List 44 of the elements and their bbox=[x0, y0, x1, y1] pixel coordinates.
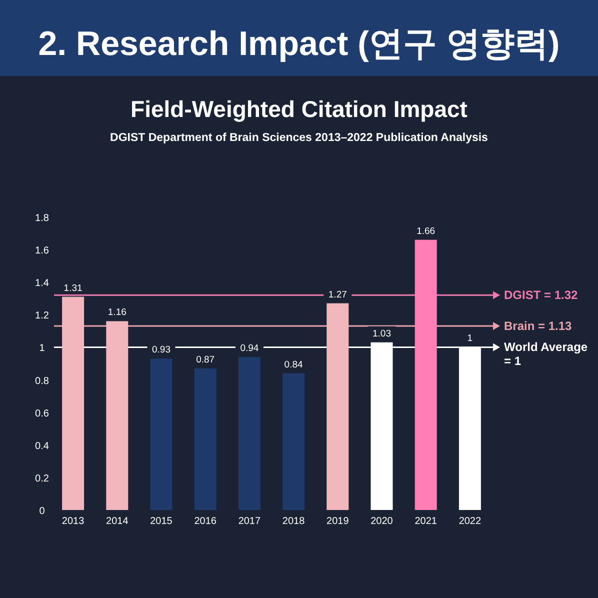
data-label: 1.03 bbox=[372, 328, 391, 340]
data-label: 1.27 bbox=[328, 289, 347, 300]
bar bbox=[282, 373, 305, 510]
text: DGIST Department of Brain Sciences 2013–2022 Publication Analysis bbox=[110, 132, 488, 144]
y-tick-label: 0.8 bbox=[35, 376, 50, 387]
y-tick-label: 0 bbox=[39, 506, 46, 517]
bar bbox=[326, 303, 349, 510]
bar bbox=[106, 321, 128, 510]
data-label: 1.16 bbox=[108, 307, 126, 318]
data-label: 0.84 bbox=[284, 359, 303, 370]
ref-line-label: World Average = 1 bbox=[504, 340, 588, 368]
y-tick-label: 1.8 bbox=[35, 213, 50, 224]
ref-line-label: DGIST = 1.32 bbox=[504, 288, 578, 302]
data-label: 0.93 bbox=[152, 344, 170, 356]
ref-line-label: Brain = 1.13 bbox=[504, 319, 572, 334]
bar bbox=[150, 358, 172, 510]
data-label: 1.31 bbox=[64, 282, 82, 294]
x-tick-label: 2018 bbox=[282, 516, 306, 527]
chart-subtitle: Field-Weighted Citation Impact bbox=[130, 96, 468, 122]
x-tick-label: 2014 bbox=[106, 516, 129, 527]
x-tick-label: 2021 bbox=[414, 516, 438, 527]
bar bbox=[194, 368, 216, 510]
data-label: 1.66 bbox=[416, 226, 436, 237]
chart-title: 2. Research Impact (연구 영향력) bbox=[38, 25, 560, 63]
bar bbox=[238, 356, 260, 510]
x-tick-label: 2015 bbox=[150, 516, 173, 527]
y-tick-label: 0.2 bbox=[35, 473, 50, 484]
x-tick-label: 2019 bbox=[326, 516, 350, 527]
bar bbox=[414, 240, 437, 510]
y-tick-label: 1.4 bbox=[35, 278, 50, 290]
x-tick-label: 2017 bbox=[238, 516, 262, 527]
data-label: 1 bbox=[467, 333, 473, 344]
x-tick-label: 2022 bbox=[458, 516, 482, 527]
data-label: 0.94 bbox=[240, 342, 259, 354]
y-tick-label: 0.4 bbox=[35, 440, 50, 452]
x-tick-label: 2016 bbox=[194, 516, 217, 527]
y-tick-label: 1.6 bbox=[35, 246, 50, 257]
x-tick-label: 2013 bbox=[62, 516, 85, 527]
y-tick-label: 1.2 bbox=[35, 310, 50, 322]
y-tick-label: 1 bbox=[39, 343, 46, 354]
y-tick-label: 0.6 bbox=[35, 408, 50, 420]
x-tick-label: 2020 bbox=[370, 516, 394, 527]
data-label: 0.87 bbox=[196, 354, 215, 366]
bar bbox=[62, 296, 84, 510]
